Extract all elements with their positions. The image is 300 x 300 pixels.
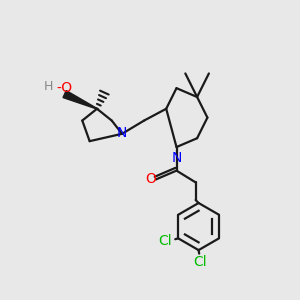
Text: H: H [44, 80, 53, 93]
Text: N: N [171, 152, 182, 166]
Text: Cl: Cl [158, 234, 172, 248]
Text: N: N [116, 126, 127, 140]
Text: O: O [145, 172, 156, 186]
Text: -O: -O [56, 81, 73, 95]
Text: Cl: Cl [193, 255, 207, 269]
Polygon shape [63, 91, 97, 109]
